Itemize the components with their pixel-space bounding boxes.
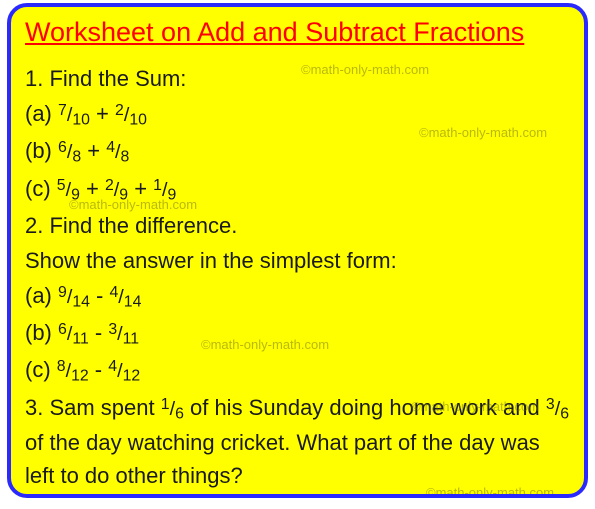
num: 2 — [115, 102, 124, 119]
q1-item-c: (c) 5/9 + 2/9 + 1/9 — [25, 172, 570, 207]
q3-pre: 3. Sam spent — [25, 395, 161, 420]
den: 8 — [121, 149, 130, 166]
num: 4 — [108, 358, 117, 375]
q2c-label: (c) — [25, 357, 57, 382]
q2-sub: Show the answer in the simplest form: — [25, 244, 570, 277]
op: - — [89, 320, 109, 345]
num: 8 — [57, 358, 66, 375]
num: 6 — [58, 321, 67, 338]
q1-item-a: (a) 7/10 + 2/10 — [25, 97, 570, 132]
den: 6 — [560, 405, 569, 422]
den: 9 — [71, 186, 80, 203]
q1b-label: (b) — [25, 138, 58, 163]
den: 14 — [72, 293, 90, 310]
num: 4 — [109, 284, 118, 301]
q3-mid: of his Sunday doing home work and — [184, 395, 546, 420]
num: 4 — [106, 139, 115, 156]
num: 6 — [58, 139, 67, 156]
op: + — [80, 176, 105, 201]
worksheet-container: Worksheet on Add and Subtract Fractions … — [7, 3, 588, 498]
den: 9 — [167, 186, 176, 203]
den: 10 — [129, 111, 147, 128]
q2-item-a: (a) 9/14 - 4/14 — [25, 279, 570, 314]
num: 7 — [58, 102, 67, 119]
q1a-label: (a) — [25, 101, 58, 126]
q2-item-c: (c) 8/12 - 4/12 — [25, 353, 570, 388]
q1-prompt: 1. Find the Sum: — [25, 62, 570, 95]
op: + — [81, 138, 106, 163]
num: 2 — [105, 176, 114, 193]
op: + — [90, 101, 115, 126]
q1c-label: (c) — [25, 176, 57, 201]
den: 12 — [123, 368, 141, 385]
num: 5 — [57, 176, 66, 193]
num: 3 — [546, 395, 555, 412]
worksheet-title: Worksheet on Add and Subtract Fractions — [25, 17, 570, 48]
den: 14 — [124, 293, 142, 310]
den: 9 — [119, 186, 128, 203]
q3-post: of the day watching cricket. What part o… — [25, 430, 540, 488]
q2-prompt: 2. Find the difference. — [25, 209, 570, 242]
den: 11 — [123, 330, 139, 347]
den: 11 — [72, 330, 88, 347]
q2b-label: (b) — [25, 320, 58, 345]
q3-text: 3. Sam spent 1/6 of his Sunday doing hom… — [25, 391, 570, 492]
q2a-label: (a) — [25, 283, 58, 308]
op: - — [90, 283, 110, 308]
num: 1 — [153, 176, 162, 193]
num: 3 — [108, 321, 117, 338]
q2-item-b: (b) 6/11 - 3/11 — [25, 316, 570, 351]
op: + — [128, 176, 153, 201]
den: 10 — [72, 111, 90, 128]
q1-item-b: (b) 6/8 + 4/8 — [25, 134, 570, 169]
num: 1 — [161, 395, 170, 412]
op: - — [89, 357, 109, 382]
den: 8 — [72, 149, 81, 166]
den: 6 — [175, 405, 184, 422]
den: 12 — [71, 368, 89, 385]
num: 9 — [58, 284, 67, 301]
